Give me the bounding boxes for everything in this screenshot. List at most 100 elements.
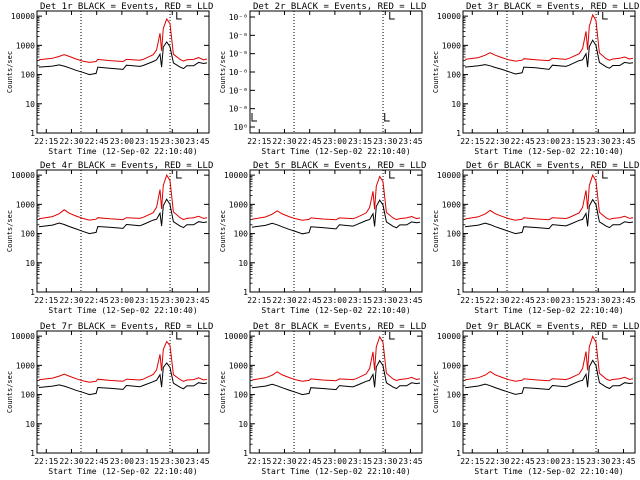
chart-panel-5: Det 5r BLACK = Events, RED = LLD Counts/s…	[219, 161, 426, 315]
series-lld-line	[38, 173, 208, 221]
plot-frame	[462, 330, 636, 454]
interval-bracket	[176, 12, 182, 20]
x-tick-label: 22:15	[247, 296, 271, 305]
interval-bracket	[602, 332, 608, 340]
chart-panel-8: Det 8r BLACK = Events, RED = LLD Counts/s…	[219, 322, 426, 476]
series-lld-line	[464, 13, 634, 62]
series-events-line	[38, 362, 208, 396]
x-axis-label: Start Time (12-Sep-02 22:10:40)	[261, 306, 410, 315]
y-tick-label: 10⁻⁰	[229, 68, 248, 77]
x-tick-label: 23:45	[611, 457, 635, 466]
y-tick-label: 100	[234, 230, 249, 239]
chart-title: Det 4r BLACK = Events, RED = LLD	[40, 161, 213, 171]
x-tick-label: 23:15	[135, 137, 159, 146]
chart-panel-3: Det 3r BLACK = Events, RED = LLD Counts/s…	[432, 2, 639, 156]
x-tick-label: 22:30	[272, 457, 296, 466]
interval-bracket	[384, 113, 390, 122]
x-tick-label: 22:30	[485, 296, 509, 305]
y-tick-label: 1000	[229, 361, 248, 370]
x-tick-label: 23:30	[160, 137, 184, 146]
chart-title: Det 7r BLACK = Events, RED = LLD	[40, 322, 213, 332]
x-tick-label: 22:15	[34, 296, 58, 305]
x-tick-label: 23:15	[135, 457, 159, 466]
interval-bracket	[389, 12, 395, 20]
plot-frame	[249, 10, 423, 134]
x-tick-label: 22:15	[247, 457, 271, 466]
y-tick-label: 1	[243, 449, 248, 458]
x-tick-label: 23:45	[185, 137, 209, 146]
y-tick-label: 1000	[442, 361, 461, 370]
y-tick-label: 10000	[437, 332, 461, 341]
y-tick-label: 1	[30, 129, 35, 138]
x-tick-label: 22:45	[511, 457, 535, 466]
interval-bracket	[602, 171, 608, 179]
plot-frame	[249, 330, 423, 454]
x-tick-label: 23:15	[561, 137, 585, 146]
y-tick-label: 10	[451, 100, 461, 109]
chart-title: Det 6r BLACK = Events, RED = LLD	[466, 161, 639, 171]
chart-title: Det 2r BLACK = Events, RED = LLD	[253, 2, 426, 12]
y-tick-label: 10⁻⁰	[229, 50, 248, 59]
x-tick-label: 23:30	[373, 296, 397, 305]
series-lld-line	[38, 17, 208, 63]
x-axis-label: Start Time (12-Sep-02 22:10:40)	[261, 147, 410, 156]
plot-frame	[36, 10, 210, 134]
plot-frame	[249, 169, 423, 293]
x-tick-label: 23:30	[586, 296, 610, 305]
x-tick-label: 23:45	[398, 137, 422, 146]
y-tick-label: 10000	[224, 332, 248, 341]
y-axis-label: Counts/sec	[219, 371, 227, 413]
series-events-line	[38, 198, 208, 235]
y-tick-label: 10⁻⁰	[229, 13, 248, 22]
x-tick-label: 23:00	[110, 296, 134, 305]
x-tick-label: 22:30	[59, 296, 83, 305]
plot-frame	[462, 169, 636, 293]
y-tick-label: 10000	[437, 12, 461, 21]
y-tick-label: 10	[25, 259, 35, 268]
chart-title: Det 8r BLACK = Events, RED = LLD	[253, 322, 426, 332]
y-tick-label: 10	[238, 259, 248, 268]
x-tick-label: 22:45	[298, 457, 322, 466]
chart-panel-6: Det 6r BLACK = Events, RED = LLD Counts/s…	[432, 161, 639, 315]
x-tick-label: 23:30	[586, 457, 610, 466]
y-tick-label: 10000	[11, 171, 35, 180]
interval-bracket	[389, 171, 395, 179]
y-axis-label: Counts/sec	[432, 371, 440, 413]
x-tick-label: 23:15	[135, 296, 159, 305]
y-tick-label: 100	[447, 391, 462, 400]
x-tick-label: 23:00	[110, 137, 134, 146]
series-lld-line	[251, 175, 421, 221]
x-axis-label: Start Time (12-Sep-02 22:10:40)	[474, 306, 623, 315]
y-tick-label: 10⁻⁰	[229, 31, 248, 40]
x-tick-label: 23:00	[536, 296, 560, 305]
interval-bracket	[176, 171, 182, 179]
series-lld-line	[464, 173, 634, 221]
y-tick-label: 10000	[437, 171, 461, 180]
y-tick-label: 1	[30, 449, 35, 458]
y-axis-label: Counts/sec	[219, 51, 227, 93]
interval-bracket	[602, 12, 608, 20]
y-tick-label: 10000	[11, 332, 35, 341]
y-tick-label: 1000	[229, 200, 248, 209]
y-tick-label: 100	[21, 391, 36, 400]
x-tick-label: 23:15	[348, 457, 372, 466]
x-tick-label: 22:45	[85, 296, 109, 305]
series-events-line	[464, 359, 634, 395]
y-tick-label: 10	[25, 420, 35, 429]
x-tick-label: 23:30	[373, 137, 397, 146]
x-tick-label: 23:45	[398, 296, 422, 305]
x-tick-label: 22:15	[460, 457, 484, 466]
series-lld-line	[464, 335, 634, 382]
x-tick-label: 23:00	[323, 137, 347, 146]
plot-frame	[36, 330, 210, 454]
x-tick-label: 22:45	[85, 457, 109, 466]
x-tick-label: 22:30	[272, 296, 296, 305]
chart-panel-4: Det 4r BLACK = Events, RED = LLD Counts/s…	[6, 161, 213, 315]
y-tick-label: 1	[456, 129, 461, 138]
x-tick-label: 22:45	[298, 296, 322, 305]
y-axis-label: Counts/sec	[432, 51, 440, 93]
x-tick-label: 23:00	[323, 296, 347, 305]
y-tick-label: 10⁰	[234, 123, 248, 132]
x-tick-label: 23:15	[561, 296, 585, 305]
chart-title: Det 9r BLACK = Events, RED = LLD	[466, 322, 639, 332]
